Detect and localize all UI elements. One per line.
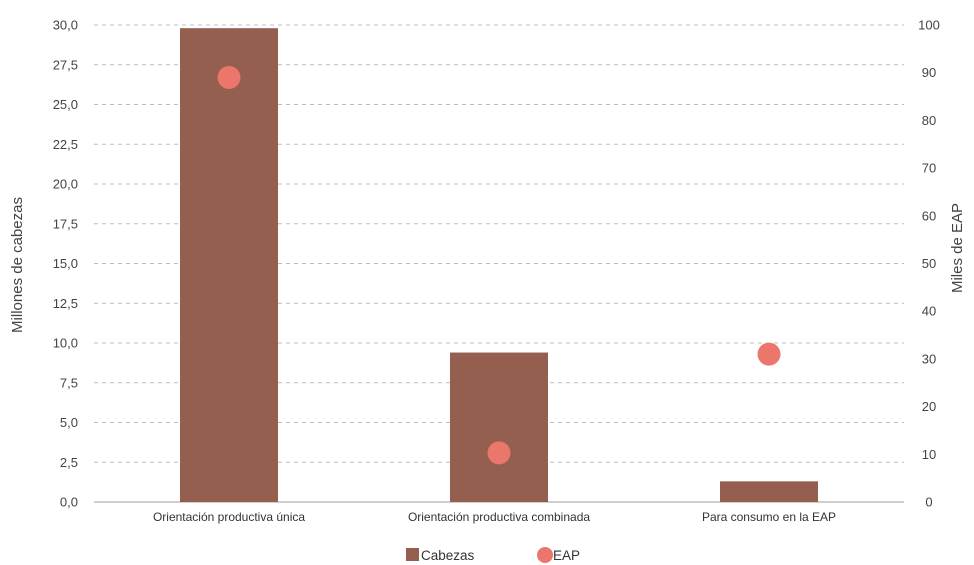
legend: Cabezas EAP	[406, 547, 580, 563]
right-tick-label: 30	[922, 351, 936, 366]
bar-series	[180, 28, 818, 503]
left-tick-label: 2,5	[60, 455, 78, 470]
left-tick-label: 27,5	[53, 57, 78, 72]
bar-2	[450, 352, 548, 502]
right-tick-label: 10	[922, 447, 936, 462]
legend-swatch-cabezas	[406, 548, 419, 561]
left-tick-label: 12,5	[53, 296, 78, 311]
right-tick-label: 100	[918, 18, 940, 33]
left-axis-title: Millones de cabezas	[9, 197, 26, 333]
left-tick-label: 22,5	[53, 137, 78, 152]
right-tick-label: 90	[922, 65, 936, 80]
category-label: Orientación productiva combinada	[408, 510, 590, 524]
left-tick-label: 10,0	[53, 336, 78, 351]
dot-2	[487, 441, 511, 465]
legend-swatch-eap	[537, 547, 553, 563]
dot-3	[757, 342, 781, 366]
right-axis-ticks: 0 10 20 30 40 50 60 70 80 90 100	[918, 18, 940, 510]
left-tick-label: 20,0	[53, 177, 78, 192]
right-tick-label: 20	[922, 399, 936, 414]
left-axis-ticks: 0,0 2,5 5,0 7,5 10,0 12,5 15,0 17,5 20,0 22,5 25,0…	[53, 18, 78, 510]
category-label: Para consumo en la EAP	[702, 510, 836, 524]
category-label: Orientación productiva única	[153, 510, 305, 524]
left-tick-label: 17,5	[53, 216, 78, 231]
right-tick-label: 50	[922, 256, 936, 271]
left-tick-label: 30,0	[53, 18, 78, 33]
left-tick-label: 25,0	[53, 97, 78, 112]
right-tick-label: 40	[922, 304, 936, 319]
legend-label-cabezas: Cabezas	[421, 548, 475, 563]
right-axis-title: Miles de EAP	[949, 203, 966, 293]
left-tick-label: 15,0	[53, 256, 78, 271]
bar-1	[180, 28, 278, 503]
right-tick-label: 60	[922, 208, 936, 223]
left-tick-label: 0,0	[60, 495, 78, 510]
right-tick-label: 80	[922, 113, 936, 128]
left-tick-label: 5,0	[60, 415, 78, 430]
dot-1	[217, 65, 241, 89]
right-tick-label: 0	[925, 495, 932, 510]
dot-series	[217, 65, 781, 465]
category-labels: Orientación productiva única Orientación …	[153, 510, 836, 524]
legend-label-eap: EAP	[553, 548, 580, 563]
right-tick-label: 70	[922, 161, 936, 176]
bar-3	[720, 481, 818, 502]
left-tick-label: 7,5	[60, 375, 78, 390]
